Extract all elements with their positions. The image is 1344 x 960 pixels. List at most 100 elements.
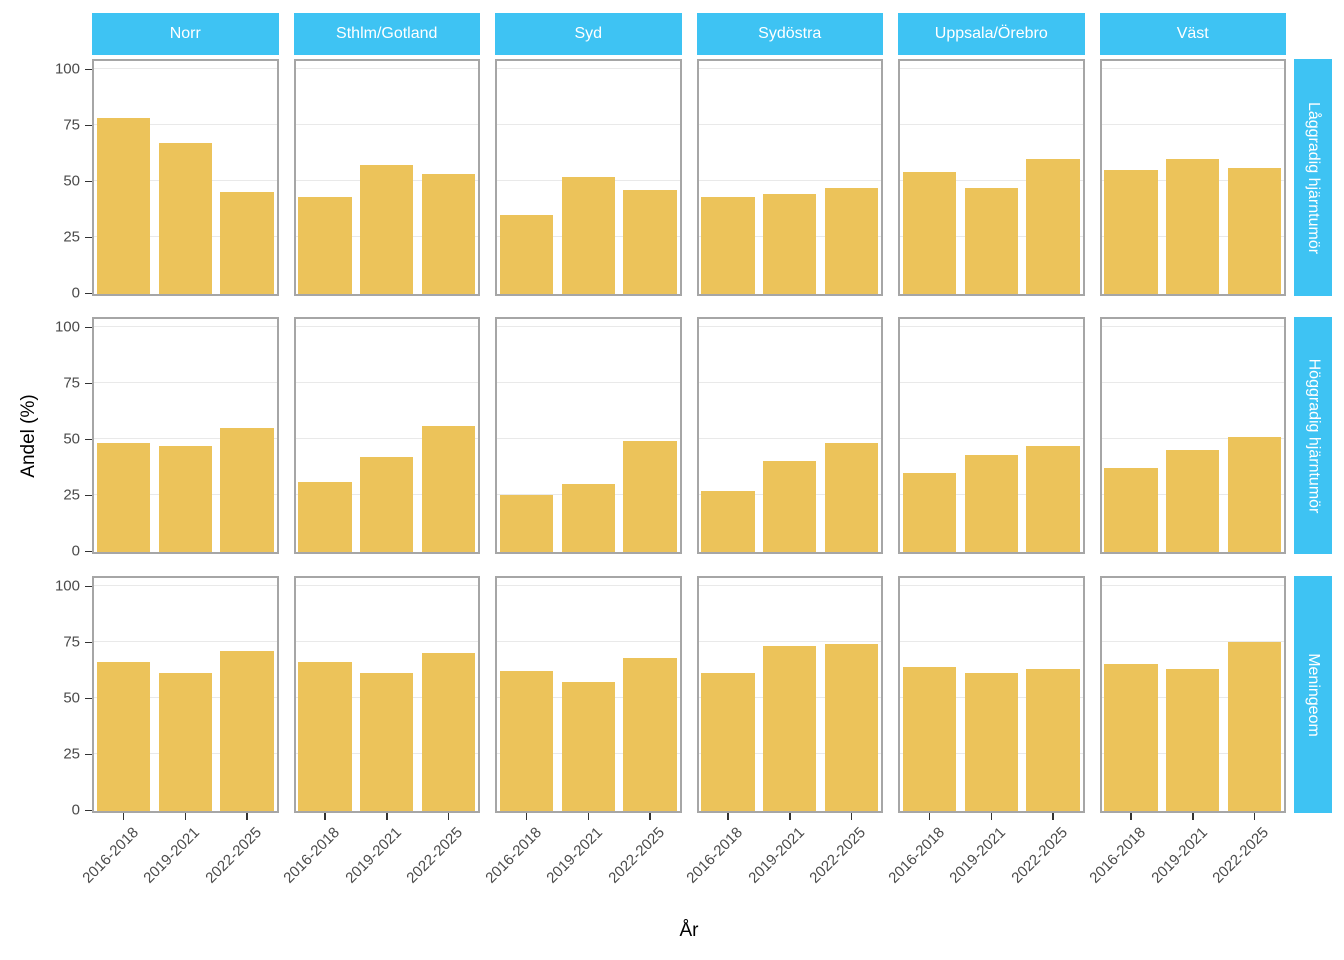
gridline: [696, 326, 883, 327]
y-axis-tick: [85, 326, 92, 328]
y-tick-label: 50: [63, 689, 80, 707]
bar: [623, 657, 677, 813]
x-axis-tick: [1130, 813, 1132, 820]
y-tick-label: 0: [71, 542, 80, 560]
bar: [623, 441, 677, 554]
gridline: [293, 641, 480, 642]
y-axis-tick: [85, 494, 92, 496]
facet-panel: [293, 317, 480, 554]
bar: [1166, 450, 1220, 554]
bar: [964, 187, 1018, 296]
y-axis-tick: [85, 438, 92, 440]
y-tick-label: 50: [63, 430, 80, 448]
gridline: [92, 326, 279, 327]
facet-panel: [1099, 59, 1286, 296]
facet-panel: [495, 59, 682, 296]
bar: [824, 187, 879, 296]
x-axis-tick: [184, 813, 186, 820]
gridline: [898, 68, 1085, 69]
bar: [298, 662, 352, 813]
bar: [360, 456, 414, 554]
x-tick-label: 2022-2025: [605, 824, 668, 887]
bar: [220, 650, 274, 813]
bar: [824, 443, 879, 554]
gridline: [1099, 641, 1286, 642]
x-axis-tick: [1253, 813, 1256, 820]
x-axis-tick: [789, 813, 791, 820]
facet-row-label: Låggradig hjärntumör: [1305, 101, 1322, 254]
x-axis-tick: [1052, 813, 1054, 820]
x-tick-label: 2016-2018: [481, 824, 545, 887]
gridline: [696, 124, 883, 125]
gridline: [495, 382, 682, 383]
facet-column-strip: Syd: [495, 13, 682, 55]
facet-panel: [898, 317, 1085, 554]
bar: [1104, 468, 1158, 554]
bar: [561, 176, 615, 296]
facet-column-label: Syd: [574, 25, 603, 42]
bar: [96, 662, 151, 813]
bar: [902, 172, 957, 296]
bar: [298, 196, 352, 296]
facet-column-label: Sydöstra: [758, 25, 822, 42]
x-axis-tick: [850, 813, 853, 820]
bar: [1166, 668, 1220, 813]
y-axis-tick: [85, 697, 92, 699]
gridline: [1099, 68, 1286, 69]
x-axis-tick: [727, 813, 729, 820]
facet-row-label: Meningeom: [1305, 652, 1323, 737]
gridline: [495, 326, 682, 327]
gridline: [495, 585, 682, 586]
bar: [499, 214, 554, 296]
gridline: [92, 585, 279, 586]
gridline: [898, 326, 1085, 327]
gridline: [495, 68, 682, 69]
bar: [298, 481, 352, 554]
y-tick-label: 75: [63, 633, 80, 651]
gridline: [495, 641, 682, 642]
facet-panel: [696, 59, 883, 296]
gridline: [696, 180, 883, 181]
gridline: [898, 382, 1085, 383]
gridline: [293, 326, 480, 327]
gridline: [293, 382, 480, 383]
facet-column-strip: Väst: [1099, 13, 1286, 55]
y-axis-tick: [85, 180, 92, 182]
x-axis-tick: [990, 813, 992, 820]
x-axis-title: År: [679, 920, 699, 941]
bar: [421, 174, 476, 296]
bar: [1026, 668, 1080, 813]
x-tick-label: 2022-2025: [1008, 824, 1071, 887]
x-tick-label: 2019-2021: [745, 824, 808, 887]
gridline: [293, 124, 480, 125]
gridline: [1099, 585, 1286, 586]
gridline: [696, 585, 883, 586]
gridline: [696, 438, 883, 439]
bar: [763, 194, 817, 296]
facet-panel: [495, 317, 682, 554]
x-tick-label: 2016-2018: [884, 824, 948, 887]
bar: [902, 666, 957, 813]
gridline: [696, 641, 883, 642]
x-tick-label: 2016-2018: [78, 824, 142, 887]
gridline: [92, 641, 279, 642]
gridline: [92, 68, 279, 69]
gridline: [696, 68, 883, 69]
facet-panel: [92, 576, 279, 813]
facet-column-label: Norr: [169, 25, 201, 42]
y-tick-label: 75: [63, 374, 80, 392]
facet-panel: [696, 317, 883, 554]
bar: [220, 192, 274, 296]
bar: [701, 196, 755, 296]
y-axis-tick: [85, 585, 92, 587]
facet-column-strip: Uppsala/Örebro: [898, 13, 1085, 55]
x-axis-tick: [525, 813, 528, 820]
facet-column-label: Uppsala/Örebro: [934, 25, 1048, 42]
x-tick-label: 2019-2021: [342, 824, 405, 887]
x-tick-label: 2016-2018: [683, 824, 747, 887]
y-axis-title: Andel (%): [18, 394, 39, 478]
bar: [158, 673, 212, 813]
x-axis-tick: [928, 813, 931, 820]
bar: [421, 653, 476, 813]
facet-column-label: Väst: [1176, 25, 1209, 42]
